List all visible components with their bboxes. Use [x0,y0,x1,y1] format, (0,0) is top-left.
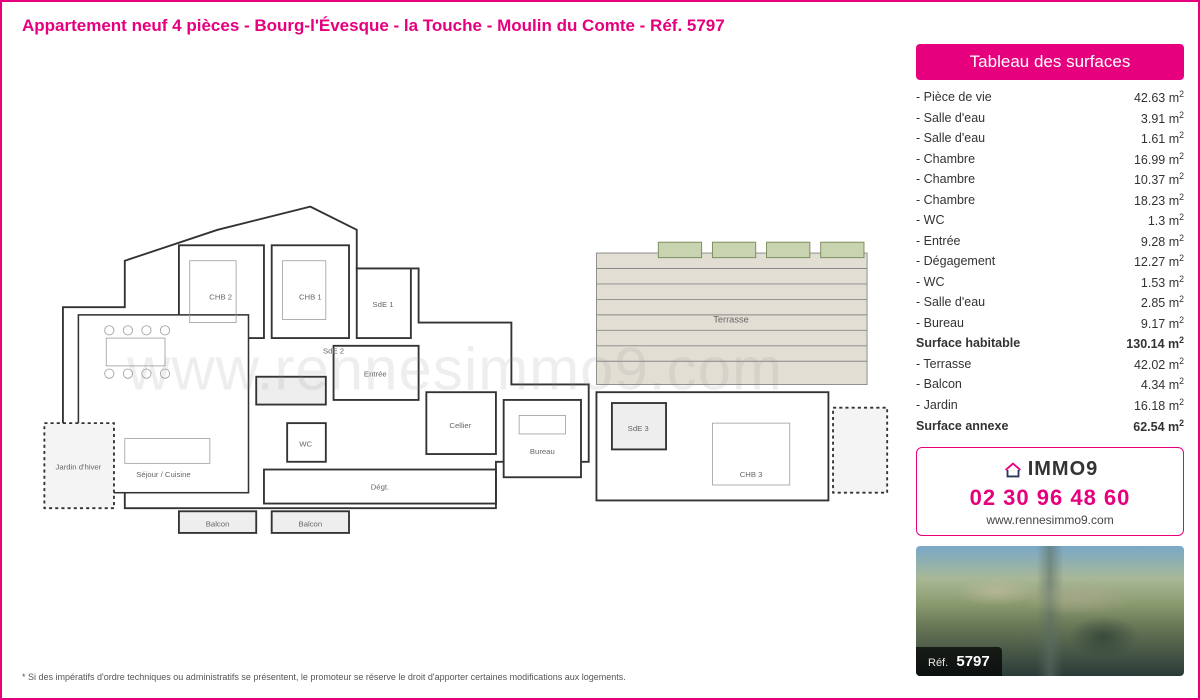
brand: IMMO9 [923,458,1177,481]
surface-value: 2.85 m2 [1141,293,1184,314]
disclaimer: * Si des impératifs d'ordre techniques o… [22,672,626,682]
surface-value: 10.37 m2 [1134,170,1184,191]
surface-value: 62.54 m2 [1133,417,1184,438]
surface-value: 1.61 m2 [1141,129,1184,150]
surface-label: Chambre [916,150,975,171]
label-cellier: Cellier [449,421,471,430]
surface-label: Balcon [916,375,962,396]
surface-row: Entrée 9.28 m2 [916,232,1184,253]
label-jardin: Jardin d'hiver [56,463,102,472]
surface-row: Salle d'eau 3.91 m2 [916,109,1184,130]
label-chb1: CHB 1 [299,292,322,301]
header: Appartement neuf 4 pièces - Bourg-l'Éves… [2,2,1198,44]
ref-number: 5797 [956,653,989,670]
label-degt: Dégt. [371,483,389,492]
surface-total-row: Surface annexe 62.54 m2 [916,417,1184,438]
label-chb3: CHB 3 [740,470,763,479]
surface-row: Pièce de vie 42.63 m2 [916,88,1184,109]
ref-label: Réf. [928,657,948,669]
surface-value: 1.53 m2 [1141,273,1184,294]
surface-row: Chambre 16.99 m2 [916,150,1184,171]
surface-row: Jardin 16.18 m2 [916,396,1184,417]
surface-row: Salle d'eau 1.61 m2 [916,129,1184,150]
surface-label: Surface habitable [916,334,1020,355]
surface-label: Entrée [916,232,960,253]
floorplan-panel: www.rennesimmo9.com [2,44,908,694]
label-sde1: SdE 1 [373,300,394,309]
surfaces-header: Tableau des surfaces [916,44,1184,80]
label-sde2: SdE 2 [323,347,344,356]
surface-value: 42.63 m2 [1134,88,1184,109]
surface-row: Terrasse 42.02 m2 [916,355,1184,376]
surface-label: Salle d'eau [916,109,985,130]
main-layout: www.rennesimmo9.com [2,44,1198,694]
surface-value: 9.28 m2 [1141,232,1184,253]
surface-row: Salle d'eau 2.85 m2 [916,293,1184,314]
surface-row: Chambre 18.23 m2 [916,191,1184,212]
label-sejour: Séjour / Cuisine [136,470,191,479]
surface-label: Dégagement [916,252,995,273]
surfaces-table: Pièce de vie42.63 m2Salle d'eau3.91 m2Sa… [916,88,1184,437]
label-terrasse: Terrasse [713,315,749,325]
surface-label: Salle d'eau [916,129,985,150]
label-entree: Entrée [364,370,387,379]
floorplan: CHB 2 CHB 1 SdE 1 Séjour / Cuisine Entré… [32,104,898,634]
surface-label: Pièce de vie [916,88,992,109]
surface-label: Terrasse [916,355,971,376]
ref-badge: Réf. 5797 [916,647,1002,676]
surface-value: 1.3 m2 [1148,211,1184,232]
surface-row: Balcon 4.34 m2 [916,375,1184,396]
website: www.rennesimmo9.com [923,513,1177,527]
surface-label: Bureau [916,314,964,335]
surface-value: 42.02 m2 [1134,355,1184,376]
surface-value: 18.23 m2 [1134,191,1184,212]
side-panel: Tableau des surfaces Pièce de vie 42.63 m… [908,44,1198,694]
surface-row: WC 1.3 m2 [916,211,1184,232]
label-balcon2: Balcon [299,520,323,529]
surface-value: 9.17 m2 [1141,314,1184,335]
surface-total-row: Surface habitable 130.14 m2 [916,334,1184,355]
surface-label: Chambre [916,170,975,191]
page-title: Appartement neuf 4 pièces - Bourg-l'Éves… [22,16,1178,36]
floorplan-svg: CHB 2 CHB 1 SdE 1 Séjour / Cuisine Entré… [32,104,898,634]
label-sde3: SdE 3 [628,424,649,433]
city-photo: Réf. 5797 [916,546,1184,676]
surface-label: WC [916,273,944,294]
surface-value: 3.91 m2 [1141,109,1184,130]
label-chb2: CHB 2 [209,292,232,301]
surface-label: Salle d'eau [916,293,985,314]
surface-label: Chambre [916,191,975,212]
surface-value: 16.18 m2 [1134,396,1184,417]
surface-label: Surface annexe [916,417,1008,438]
phone-number: 02 30 96 48 60 [923,485,1177,511]
surface-row: Chambre 10.37 m2 [916,170,1184,191]
label-bureau: Bureau [530,447,555,456]
surface-value: 12.27 m2 [1134,252,1184,273]
surface-label: WC [916,211,944,232]
surface-row: Bureau 9.17 m2 [916,314,1184,335]
house-icon [1002,459,1024,481]
brand-text: IMMO9 [1028,458,1099,481]
surface-label: Jardin [916,396,958,417]
label-wc: WC [299,439,312,448]
surface-value: 130.14 m2 [1126,334,1184,355]
surface-value: 16.99 m2 [1134,150,1184,171]
contact-card: IMMO9 02 30 96 48 60 www.rennesimmo9.com [916,447,1184,536]
surface-row: Dégagement 12.27 m2 [916,252,1184,273]
label-balcon1: Balcon [206,520,230,529]
surface-value: 4.34 m2 [1141,375,1184,396]
surface-row: WC 1.53 m2 [916,273,1184,294]
